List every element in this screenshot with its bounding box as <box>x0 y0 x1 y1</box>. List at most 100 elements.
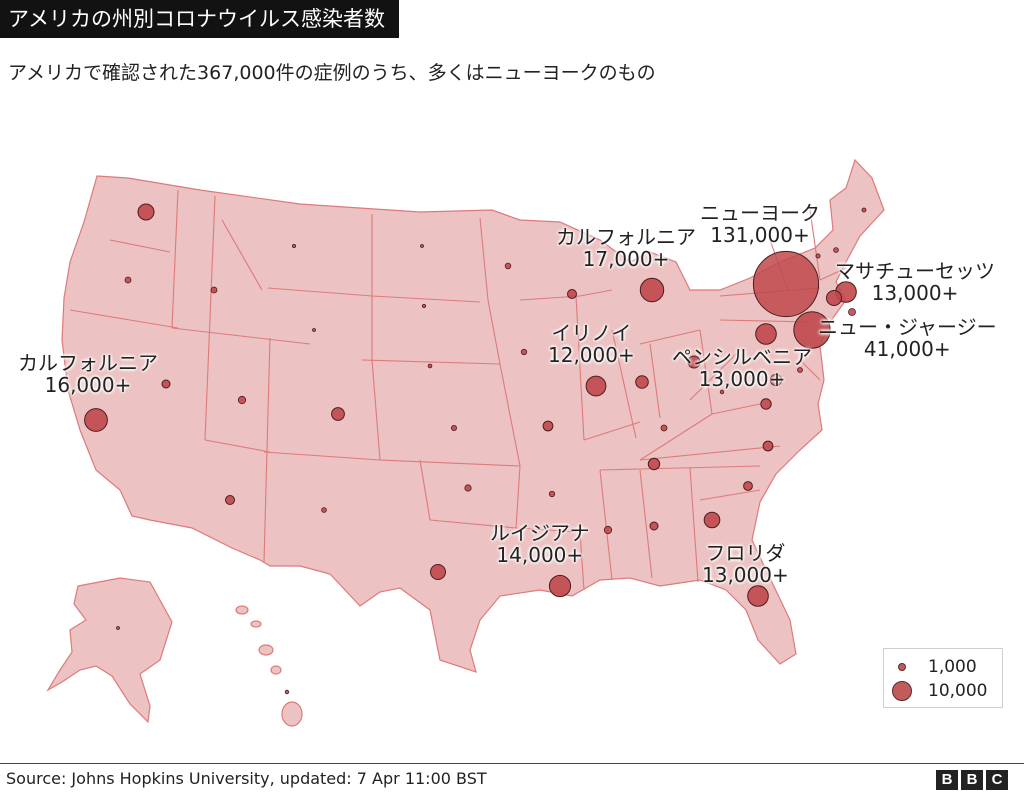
bubble-georgia <box>703 511 721 529</box>
label-value: 13,000+ <box>698 367 786 391</box>
map-legend: 1,000 10,000 <box>883 648 1003 708</box>
bubble-arkansas <box>548 490 556 498</box>
legend-small-bubble <box>898 663 906 671</box>
label-value: 16,000+ <box>44 373 132 397</box>
bubble-oklahoma <box>464 484 472 492</box>
bubble-maryland <box>769 373 783 387</box>
state-border <box>583 421 641 441</box>
bbc-logo-letter: C <box>986 770 1008 790</box>
bubble-pennsylvania <box>755 323 777 345</box>
label-value: 12,000+ <box>548 343 635 367</box>
state-border <box>579 289 613 297</box>
bubble-florida <box>747 585 769 607</box>
footer-divider <box>0 763 1024 764</box>
state-border <box>171 189 179 329</box>
state-border <box>599 469 613 581</box>
state-border <box>515 527 581 533</box>
bubble-north-dakota <box>420 244 424 248</box>
legend-large-bubble <box>892 681 912 701</box>
hawaii-island <box>258 644 274 656</box>
bubble-hawaii <box>284 689 290 695</box>
map-land <box>46 158 885 727</box>
label-name: ニュー・ジャージー <box>818 315 997 339</box>
bubble-missouri <box>542 420 554 432</box>
bubble-california <box>84 408 108 432</box>
state-border <box>361 359 501 365</box>
bubble-nevada <box>161 379 171 389</box>
bubble-kansas <box>450 424 457 431</box>
state-border <box>69 309 179 329</box>
state-border <box>379 459 521 467</box>
state-border <box>515 465 521 529</box>
bubble-utah <box>237 395 247 405</box>
map-label-new-york: ニューヨーク 131,000+ <box>700 202 820 246</box>
bubble-vermont <box>815 253 821 259</box>
label-value: 17,000+ <box>582 247 670 271</box>
state-border <box>579 531 585 591</box>
bbc-logo-letter: B <box>961 770 983 790</box>
bubble-new-jersey <box>793 311 831 349</box>
state-borders <box>69 189 847 591</box>
state-border <box>171 327 311 345</box>
bbc-logo-letter: B <box>936 770 958 790</box>
legend-row-small: 1,000 <box>884 655 1002 679</box>
bubble-new-mexico <box>321 507 327 513</box>
bubble-virginia <box>760 398 772 410</box>
state-border <box>575 295 585 441</box>
bubble-iowa <box>520 348 528 356</box>
state-border <box>263 337 271 563</box>
state-border <box>809 209 821 281</box>
state-border <box>371 359 381 461</box>
state-border <box>611 329 637 439</box>
state-border <box>204 195 216 441</box>
map-label-california: カルフォルニア 16,000+ <box>18 352 158 396</box>
state-border <box>711 403 761 415</box>
bubble-mississippi <box>603 525 613 535</box>
bubble-ohio <box>687 355 701 369</box>
state-border <box>487 299 501 365</box>
bubble-new-york <box>752 250 820 318</box>
state-border <box>499 363 521 467</box>
bubble-south-dakota <box>421 303 426 308</box>
bubble-south-carolina <box>743 481 753 491</box>
lower-48-shape <box>61 158 885 673</box>
bubble-washington <box>137 203 155 221</box>
label-value: 41,000+ <box>863 337 951 361</box>
map-label-massachusetts: マサチューセッツ 13,000+ <box>835 260 995 304</box>
state-border <box>479 217 489 301</box>
state-border <box>649 343 661 419</box>
bubble-alaska <box>116 626 120 630</box>
bubble-arizona <box>225 495 235 505</box>
state-border <box>699 329 713 415</box>
map-label-michigan: カルフォルニア 17,000+ <box>556 226 696 270</box>
state-border <box>819 267 847 281</box>
bubble-colorado <box>331 407 345 421</box>
label-value: 131,000+ <box>710 223 810 247</box>
state-border <box>204 439 271 453</box>
state-border <box>267 287 373 297</box>
label-name: カルフォルニア <box>556 225 696 249</box>
map-label-illinois: イリノイ 12,000+ <box>548 322 635 366</box>
bubble-michigan <box>639 277 665 303</box>
bubble-delaware <box>797 367 803 373</box>
state-border <box>799 359 821 381</box>
bubble-rhode-island <box>848 308 856 316</box>
bubble-oregon <box>124 276 132 284</box>
bubble-west-virginia <box>719 389 725 395</box>
state-border <box>221 219 263 291</box>
map-label-louisiana: ルイジアナ 14,000+ <box>490 522 590 566</box>
bubble-nebraska <box>427 363 433 369</box>
label-value: 14,000+ <box>496 543 584 567</box>
state-border <box>371 295 481 303</box>
state-border <box>639 413 713 461</box>
map-label-pennsylvania: ペンシルベニア 13,000+ <box>672 346 812 390</box>
legend-large-label: 10,000 <box>928 681 988 701</box>
label-name: イリノイ <box>551 321 632 345</box>
legend-small-label: 1,000 <box>928 657 977 677</box>
label-value: 13,000+ <box>702 563 789 587</box>
hawaii-island <box>281 701 303 727</box>
state-border <box>699 489 761 501</box>
state-border <box>429 519 517 529</box>
state-border <box>109 239 171 253</box>
